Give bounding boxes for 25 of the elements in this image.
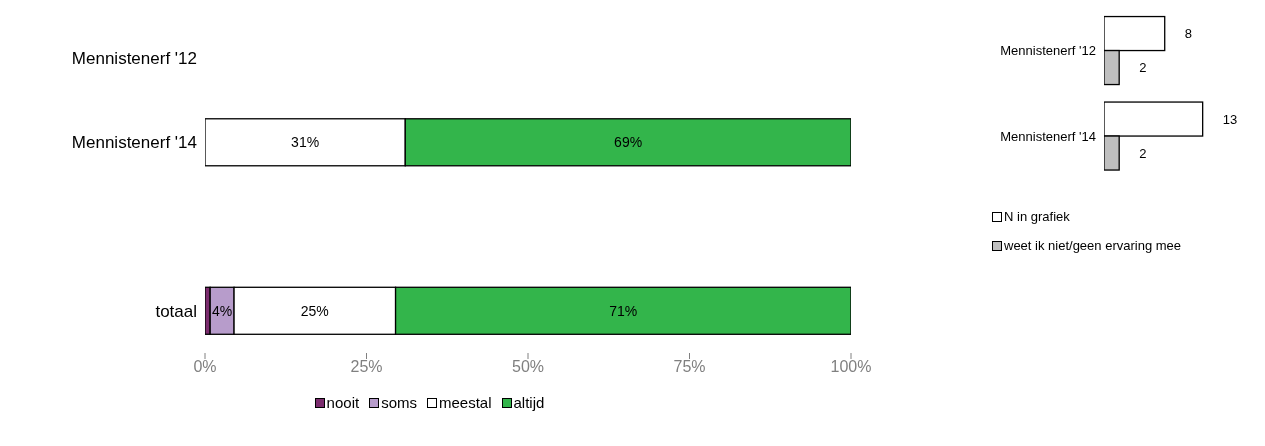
x-tick-label: 75%: [673, 358, 706, 376]
y-tick-label: Mennistenerf '12: [1000, 43, 1096, 59]
x-tick-label: 50%: [511, 358, 545, 376]
x-tick-label: 100%: [830, 358, 872, 376]
data-label: 2: [1139, 145, 1147, 161]
data-label: 2: [1139, 60, 1147, 76]
y-tick-label: totaal: [155, 301, 197, 321]
data-label: 4%: [212, 302, 233, 319]
data-label: 71%: [609, 302, 638, 319]
legend-label: altijd: [512, 394, 545, 411]
legend-label: N in grafiek: [1003, 209, 1071, 224]
legend-label: meestal: [438, 394, 492, 411]
y-tick-label: Mennistenerf '14: [1000, 128, 1096, 144]
y-tick-label: Mennistenerf '12: [71, 49, 197, 69]
data-label: 8: [1184, 26, 1192, 42]
data-label: 13: [1222, 111, 1238, 127]
x-tick-label: 25%: [350, 358, 383, 376]
data-label: 25%: [300, 302, 329, 319]
y-tick-label: Mennistenerf '14: [71, 133, 197, 153]
data-label: 31%: [291, 134, 320, 151]
x-tick-label: 0%: [193, 358, 217, 376]
legend-label: weet ik niet/geen ervaring mee: [1003, 238, 1183, 253]
data-label: 69%: [614, 134, 643, 151]
legend-label: soms: [380, 394, 417, 411]
legend-label: nooit: [325, 394, 360, 411]
